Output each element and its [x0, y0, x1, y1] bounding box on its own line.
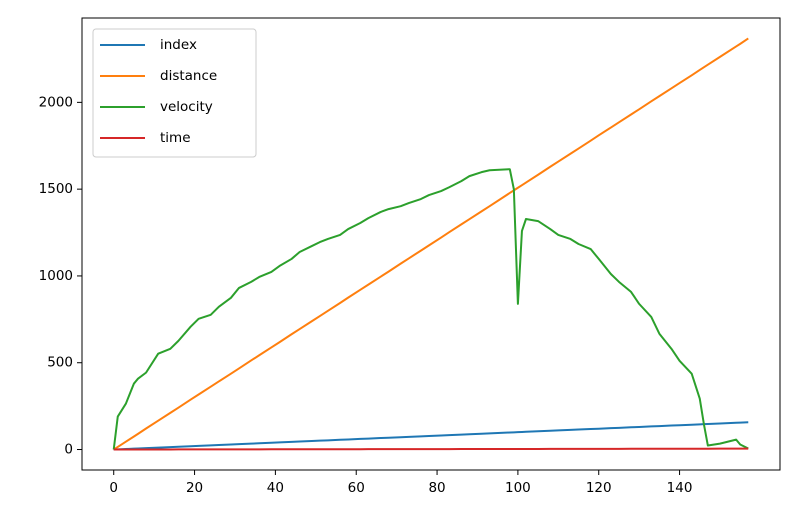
plot-frame — [81, 17, 781, 471]
y-tick-label: 1500 — [39, 181, 73, 197]
x-tick-label: 40 — [267, 480, 284, 496]
y-tick-label: 1000 — [39, 268, 73, 284]
legend-label: index — [160, 37, 197, 53]
x-tick-label: 0 — [109, 480, 118, 496]
legend-label: velocity — [160, 99, 213, 115]
line-series — [113, 447, 749, 451]
line-series — [113, 421, 749, 451]
x-tick-label: 120 — [586, 480, 612, 496]
y-tick-label: 0 — [64, 442, 73, 458]
legend-box — [92, 28, 257, 158]
y-tick-label: 500 — [47, 355, 73, 371]
legend-label: time — [160, 130, 191, 146]
x-tick-label: 100 — [505, 480, 531, 496]
legend: index distance velocity time — [92, 28, 257, 158]
x-tick-label: 80 — [428, 480, 445, 496]
x-tick-label: 20 — [186, 480, 203, 496]
legend-label: distance — [160, 68, 217, 84]
x-tick-label: 60 — [348, 480, 365, 496]
line-series — [112, 168, 749, 450]
x-tick-label: 140 — [667, 480, 693, 496]
y-tick-label: 2000 — [39, 94, 73, 110]
line-series — [113, 37, 749, 451]
